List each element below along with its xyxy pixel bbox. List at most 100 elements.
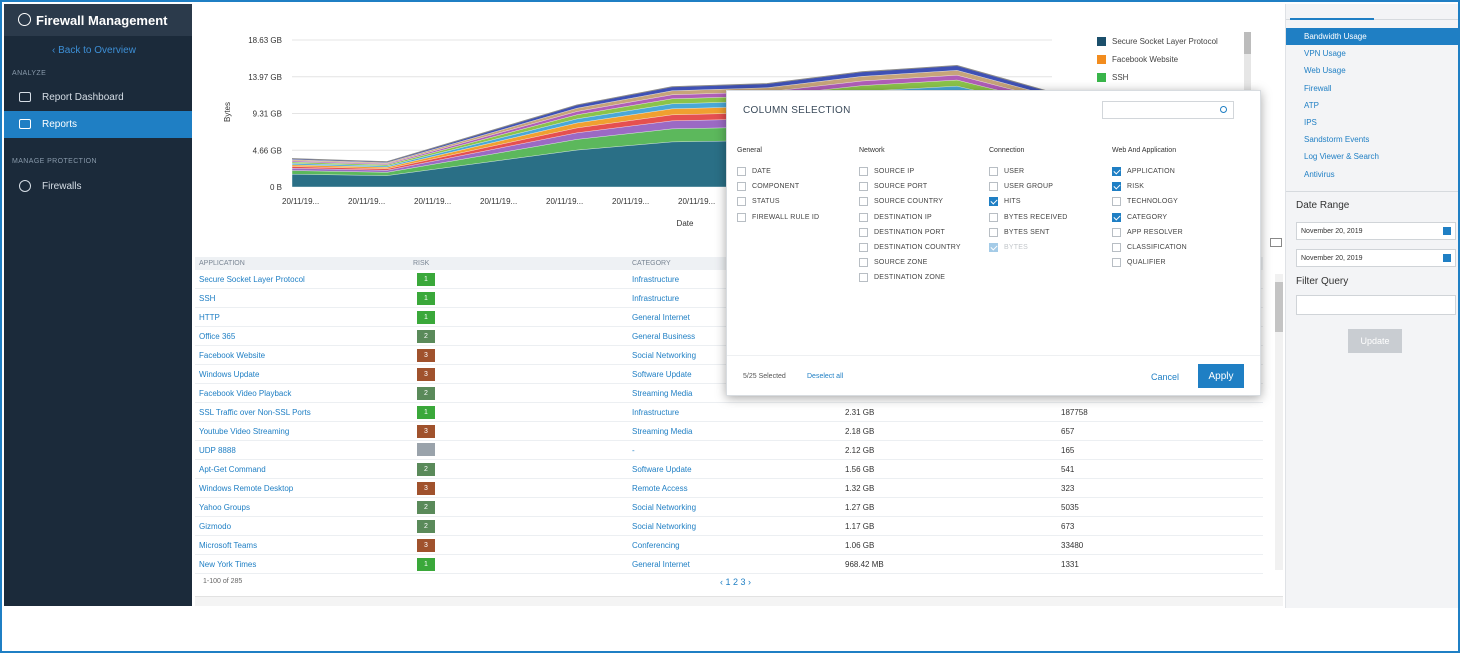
header-category[interactable]: CATEGORY: [632, 260, 671, 267]
legend-scrollbar[interactable]: [1244, 32, 1251, 92]
report-item[interactable]: Firewall: [1304, 83, 1332, 93]
checkbox[interactable]: [1112, 243, 1121, 252]
checkbox[interactable]: [859, 182, 868, 192]
category-link[interactable]: -: [632, 445, 635, 455]
date-from-field[interactable]: November 20, 2019: [1296, 222, 1456, 240]
checkbox[interactable]: [989, 167, 998, 176]
checkbox[interactable]: [1112, 258, 1121, 268]
column-option[interactable]: TECHNOLOGY: [1112, 195, 1178, 208]
report-item[interactable]: Bandwidth Usage: [1286, 28, 1458, 45]
deselect-all-link[interactable]: Deselect all: [807, 373, 844, 380]
application-link[interactable]: Gizmodo: [199, 521, 232, 531]
category-link[interactable]: Software Update: [632, 464, 692, 474]
category-link[interactable]: Infrastructure: [632, 274, 680, 284]
checkbox[interactable]: [1112, 167, 1121, 176]
column-option[interactable]: BYTES SENT: [989, 226, 1050, 239]
checkbox[interactable]: [737, 182, 746, 192]
category-link[interactable]: Social Networking: [632, 502, 697, 512]
application-link[interactable]: UDP 8888: [199, 445, 236, 455]
checkbox[interactable]: [989, 212, 998, 222]
category-link[interactable]: Social Networking: [632, 350, 697, 360]
nav-firewalls[interactable]: Firewalls: [4, 173, 192, 200]
table-row[interactable]: Microsoft Teams 3 Conferencing 1.06 GB 33480: [195, 536, 1263, 555]
column-search-input[interactable]: [1102, 101, 1234, 119]
column-option[interactable]: COMPONENT: [737, 180, 799, 193]
report-item[interactable]: IPS: [1304, 118, 1317, 127]
report-item[interactable]: Antivirus: [1304, 169, 1335, 179]
column-option[interactable]: DESTINATION ZONE: [859, 271, 945, 284]
checkbox[interactable]: [1112, 212, 1121, 222]
application-link[interactable]: Facebook Video Playback: [199, 388, 292, 398]
application-link[interactable]: SSL Traffic over Non-SSL Ports: [199, 407, 311, 417]
application-link[interactable]: Office 365: [199, 331, 236, 341]
checkbox[interactable]: [989, 227, 998, 237]
report-item[interactable]: Log Viewer & Search: [1304, 152, 1380, 162]
checkbox[interactable]: [859, 243, 868, 252]
table-row[interactable]: Facebook Video Playback 2 Streaming Media: [195, 384, 1263, 403]
column-option[interactable]: SOURCE IP: [859, 165, 914, 178]
column-option[interactable]: DATE: [737, 165, 771, 178]
column-option[interactable]: DESTINATION IP: [859, 211, 932, 224]
application-link[interactable]: Microsoft Teams: [199, 540, 258, 550]
category-link[interactable]: Conferencing: [632, 540, 680, 550]
column-option[interactable]: SOURCE PORT: [859, 180, 927, 193]
application-link[interactable]: Windows Remote Desktop: [199, 483, 294, 493]
cancel-button[interactable]: Cancel: [1151, 372, 1180, 382]
column-option[interactable]: BYTES: [989, 241, 1028, 254]
category-link[interactable]: Infrastructure: [632, 407, 680, 417]
category-link[interactable]: Social Networking: [632, 521, 697, 531]
nav-report-dashboard[interactable]: Report Dashboard: [4, 84, 192, 111]
back-to-overview-link[interactable]: ‹ Back to Overview: [52, 45, 136, 56]
application-link[interactable]: Yahoo Groups: [199, 502, 250, 512]
checkbox[interactable]: [737, 197, 746, 207]
column-option[interactable]: SOURCE COUNTRY: [859, 195, 943, 208]
checkbox[interactable]: [1112, 197, 1121, 207]
column-option[interactable]: CATEGORY: [1112, 211, 1167, 224]
category-link[interactable]: General Business: [632, 331, 696, 341]
application-link[interactable]: New York Times: [199, 559, 257, 569]
category-link[interactable]: Infrastructure: [632, 293, 680, 303]
column-option[interactable]: CLASSIFICATION: [1112, 241, 1187, 254]
column-option[interactable]: DESTINATION COUNTRY: [859, 241, 961, 254]
column-option[interactable]: HITS: [989, 195, 1021, 208]
report-item[interactable]: VPN Usage: [1304, 49, 1346, 59]
checkbox[interactable]: [1112, 182, 1121, 192]
calendar-icon[interactable]: [1443, 227, 1451, 235]
checkbox[interactable]: [1112, 227, 1121, 237]
column-option[interactable]: STATUS: [737, 195, 780, 208]
category-link[interactable]: General Internet: [632, 559, 690, 569]
checkbox[interactable]: [859, 227, 868, 237]
column-option[interactable]: FIREWALL RULE ID: [737, 211, 819, 224]
date-to-field[interactable]: November 20, 2019: [1296, 249, 1456, 267]
application-link[interactable]: Apt-Get Command: [199, 464, 266, 474]
checkbox[interactable]: [859, 273, 868, 283]
column-option[interactable]: USER: [989, 165, 1024, 178]
checkbox[interactable]: [989, 197, 998, 207]
calendar-icon[interactable]: [1443, 254, 1451, 262]
legend-item[interactable]: SSH: [1097, 68, 1247, 86]
column-selection-toggle-icon[interactable]: [1270, 238, 1282, 247]
column-option[interactable]: BYTES RECEIVED: [989, 211, 1067, 224]
filter-query-input[interactable]: [1296, 295, 1456, 315]
application-link[interactable]: SSH: [199, 293, 216, 303]
column-option[interactable]: QUALIFIER: [1112, 256, 1166, 269]
category-link[interactable]: Streaming Media: [632, 388, 693, 398]
category-link[interactable]: General Internet: [632, 312, 690, 322]
checkbox[interactable]: [859, 197, 868, 207]
pagination[interactable]: ‹ 1 2 3 ›: [720, 577, 752, 587]
category-link[interactable]: Remote Access: [632, 483, 688, 493]
column-option[interactable]: APP RESOLVER: [1112, 226, 1183, 239]
application-link[interactable]: Facebook Website: [199, 350, 266, 360]
checkbox[interactable]: [989, 243, 998, 252]
checkbox[interactable]: [989, 182, 998, 192]
application-link[interactable]: Youtube Video Streaming: [199, 426, 290, 436]
horizontal-scrollbar[interactable]: [195, 596, 1283, 606]
checkbox[interactable]: [859, 167, 868, 176]
table-row[interactable]: Apt-Get Command 2 Software Update 1.56 GB 54…: [195, 460, 1263, 479]
table-scrollbar[interactable]: [1275, 274, 1283, 570]
header-risk[interactable]: RISK: [413, 260, 430, 267]
column-option[interactable]: RISK: [1112, 180, 1144, 193]
header-application[interactable]: APPLICATION: [199, 260, 245, 267]
checkbox[interactable]: [859, 258, 868, 268]
legend-item[interactable]: Secure Socket Layer Protocol: [1097, 32, 1247, 50]
